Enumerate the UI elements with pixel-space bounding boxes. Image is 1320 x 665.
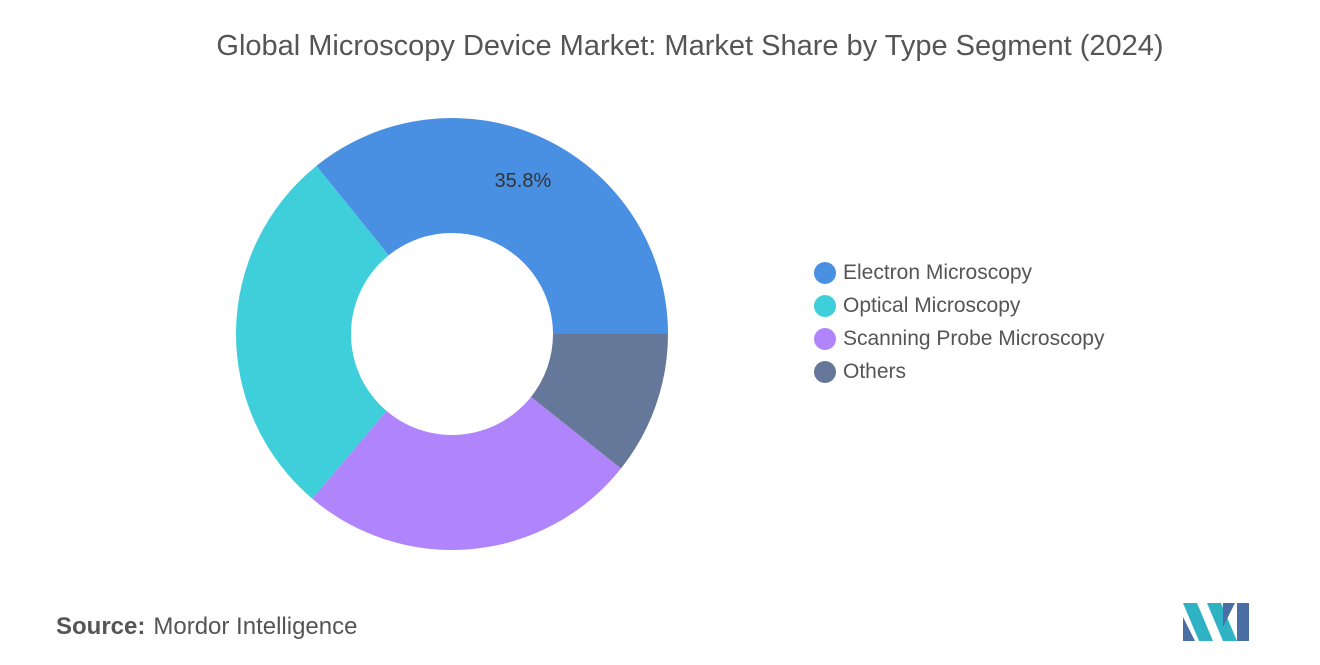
legend-item-optical-microscopy: Optical Microscopy — [814, 289, 1104, 322]
source-text: Mordor Intelligence — [153, 613, 358, 640]
donut-slice-optical-microscopy — [235, 165, 389, 499]
legend-item-electron-microscopy: Electron Microscopy — [814, 256, 1104, 289]
data-label-electron-microscopy: 35.8% — [495, 170, 552, 192]
donut-slice-others — [531, 334, 668, 469]
source-note: Source: Mordor Intelligence — [56, 613, 357, 641]
legend-item-others: Others — [814, 355, 1104, 388]
chart-legend: Electron Microscopy Optical Microscopy S… — [814, 256, 1104, 388]
legend-swatch — [814, 261, 836, 284]
legend-swatch — [814, 360, 836, 383]
legend-swatch — [814, 327, 836, 350]
legend-item-scanning-probe-microscopy: Scanning Probe Microscopy — [814, 322, 1104, 355]
mordor-intelligence-logo-icon — [1183, 603, 1249, 641]
legend-swatch — [814, 294, 836, 317]
donut-slice-scanning-probe-microscopy — [312, 396, 621, 550]
legend-label: Scanning Probe Microscopy — [843, 326, 1105, 350]
donut-slice-electron-microscopy — [316, 117, 668, 334]
legend-label: Others — [843, 359, 907, 383]
chart-title: Global Microscopy Device Market: Market … — [216, 30, 1164, 62]
legend-label: Optical Microscopy — [843, 293, 1021, 317]
source-label: Source: — [56, 613, 146, 640]
legend-label: Electron Microscopy — [843, 260, 1033, 284]
